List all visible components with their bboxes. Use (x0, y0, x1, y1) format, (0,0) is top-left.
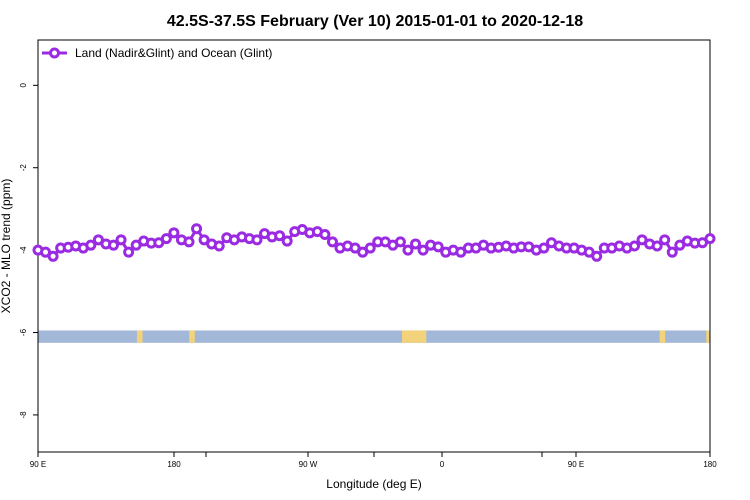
land-patch (136, 330, 143, 343)
data-point (168, 227, 180, 239)
data-point (115, 234, 127, 246)
chart-title: 42.5S-37.5S February (Ver 10) 2015-01-01… (167, 13, 583, 30)
y-tick-label: -2 (19, 164, 28, 172)
data-point (160, 233, 172, 245)
data-point (213, 240, 225, 252)
data-point (281, 235, 293, 247)
y-tick-label: 0 (19, 83, 28, 88)
land-patch (659, 330, 666, 343)
legend-label: Land (Nadir&Glint) and Ocean (Glint) (75, 46, 272, 60)
data-point (108, 239, 120, 251)
data-point (123, 246, 135, 258)
x-tick-label: 90 W (299, 460, 318, 469)
data-point (659, 234, 671, 246)
data-point (402, 244, 414, 256)
x-tick-label: 180 (703, 460, 717, 469)
x-tick-label: 90 E (568, 460, 584, 469)
data-point (394, 236, 406, 248)
x-tick-label: 180 (167, 460, 181, 469)
data-point (410, 238, 422, 250)
data-point (651, 240, 663, 252)
legend: Land (Nadir&Glint) and Ocean (Glint) (42, 46, 272, 60)
data-point (85, 239, 97, 251)
land-patch (189, 330, 195, 343)
data-point (417, 244, 429, 256)
data-point (251, 234, 263, 246)
x-tick-label: 90 E (30, 460, 46, 469)
data-point (319, 228, 331, 240)
y-tick-label: -6 (19, 328, 28, 336)
land-patch (402, 330, 427, 343)
data-point (591, 250, 603, 262)
data-point (47, 250, 59, 262)
y-axis-label: XCO2 - MLO trend (ppm) (0, 179, 13, 314)
x-axis-label: Longitude (deg E) (326, 477, 421, 491)
data-point (364, 242, 376, 254)
legend-marker-icon (49, 47, 60, 59)
data-point (538, 242, 550, 254)
y-tick-label: -4 (19, 246, 28, 254)
data-point (432, 241, 444, 253)
surface-strip (38, 330, 710, 343)
data-point (191, 223, 203, 235)
x-axis: 90 E 180 90 W 0 90 E 180 (30, 452, 717, 469)
x-tick-label: 0 (440, 460, 445, 469)
data-point (628, 240, 640, 252)
data-point (183, 236, 195, 248)
ocean-band (38, 330, 710, 343)
data-point (326, 236, 338, 248)
land-patch (706, 330, 710, 343)
y-tick-label: -8 (19, 411, 28, 419)
data-point (666, 246, 678, 258)
data-point (704, 233, 716, 245)
data-point (274, 230, 286, 242)
series-line-group (32, 223, 716, 262)
